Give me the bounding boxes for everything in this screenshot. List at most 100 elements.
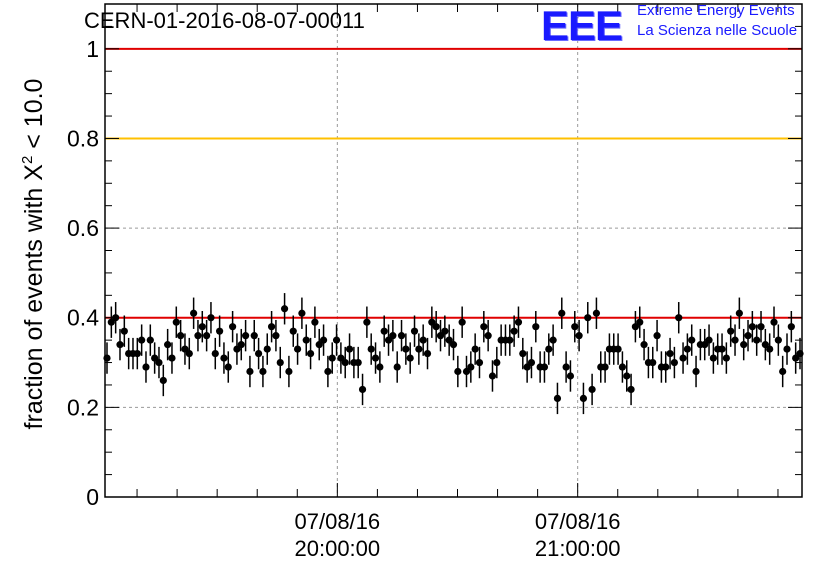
data-point — [168, 354, 176, 362]
data-point — [510, 327, 518, 335]
data-point — [614, 345, 622, 353]
data-point — [155, 358, 163, 367]
data-point — [467, 363, 475, 371]
data-point — [579, 394, 588, 402]
data-point — [783, 345, 791, 353]
y-tick-label: 1 — [86, 36, 99, 62]
data-point — [315, 341, 323, 349]
data-point — [631, 323, 640, 331]
data-point — [332, 336, 341, 344]
y-tick-label: 0.4 — [67, 305, 99, 331]
x-tick-time: 21:00:00 — [535, 536, 621, 561]
reference-lines — [105, 47, 802, 319]
y-tick-label: 0.6 — [67, 215, 99, 241]
data-point — [233, 345, 241, 353]
data-point — [527, 358, 536, 367]
data-point — [445, 336, 453, 344]
data-point — [302, 336, 310, 344]
data-point — [432, 323, 440, 331]
data-point — [545, 345, 553, 353]
data-point — [120, 327, 128, 335]
data-point — [337, 354, 345, 362]
data-point — [454, 367, 462, 376]
data-point — [397, 332, 406, 340]
data-point — [679, 354, 687, 362]
data-point — [553, 394, 562, 402]
data-point — [735, 309, 743, 317]
data-point — [688, 336, 696, 344]
data-point — [774, 336, 782, 344]
data-point — [731, 336, 739, 344]
data-point — [185, 349, 193, 358]
data-point — [727, 327, 735, 335]
data-point — [575, 332, 583, 340]
data-point — [770, 318, 778, 326]
data-point — [514, 318, 523, 326]
data-point — [571, 323, 579, 331]
data-point — [462, 367, 471, 376]
data-point — [675, 314, 683, 322]
data-point — [151, 354, 159, 362]
data-point — [722, 354, 730, 362]
data-point — [146, 336, 154, 344]
data-point — [640, 341, 648, 349]
data-point — [363, 318, 371, 326]
data-point — [532, 323, 540, 331]
data-point — [744, 332, 752, 340]
data-point — [410, 327, 419, 335]
data-point — [250, 332, 258, 340]
data-point — [384, 336, 393, 344]
data-point — [259, 367, 267, 376]
data-point — [276, 358, 284, 367]
data-point — [549, 336, 557, 344]
data-point — [618, 363, 627, 371]
data-point — [709, 354, 717, 362]
data-point — [653, 332, 661, 340]
data-point — [289, 327, 297, 335]
data-point — [480, 323, 488, 331]
data-point — [393, 363, 401, 371]
data-point — [224, 363, 232, 371]
data-point — [718, 345, 726, 353]
data-point — [164, 341, 172, 349]
data-point — [766, 345, 774, 353]
data-point — [761, 341, 769, 349]
data-point — [220, 354, 228, 362]
data-point — [376, 363, 384, 371]
data-point — [293, 345, 302, 353]
data-point — [458, 318, 466, 326]
data-point — [159, 376, 167, 385]
data-point — [649, 358, 657, 367]
data-point — [345, 345, 354, 353]
y-tick-label: 0.2 — [67, 394, 99, 420]
data-point — [753, 336, 761, 344]
y-tick-label: 0.8 — [67, 125, 99, 151]
data-point — [436, 332, 445, 340]
data-point — [540, 363, 549, 371]
x-tick-date: 07/08/16 — [295, 509, 381, 534]
data-point — [211, 349, 219, 358]
data-point — [285, 367, 293, 376]
data-point — [358, 385, 367, 394]
data-point — [389, 332, 397, 340]
data-point — [623, 372, 631, 380]
data-point — [471, 345, 479, 353]
data-point — [705, 336, 713, 344]
data-point — [107, 318, 115, 326]
data-point — [203, 332, 211, 340]
data-point — [692, 367, 700, 376]
eee-logo-mark: EEE — [541, 2, 623, 49]
data-point — [229, 323, 237, 331]
data-point — [475, 358, 484, 367]
data-point — [328, 354, 336, 362]
logo-subtitle-1: Extreme Energy Events — [637, 2, 795, 19]
data-point — [666, 349, 674, 358]
data-point — [601, 363, 609, 371]
data-point — [484, 332, 492, 340]
data-point — [138, 336, 146, 344]
x-tick-time: 20:00:00 — [295, 536, 381, 561]
data-point — [519, 349, 527, 358]
data-point — [298, 309, 306, 317]
data-point — [402, 345, 410, 353]
data-point — [627, 385, 635, 394]
